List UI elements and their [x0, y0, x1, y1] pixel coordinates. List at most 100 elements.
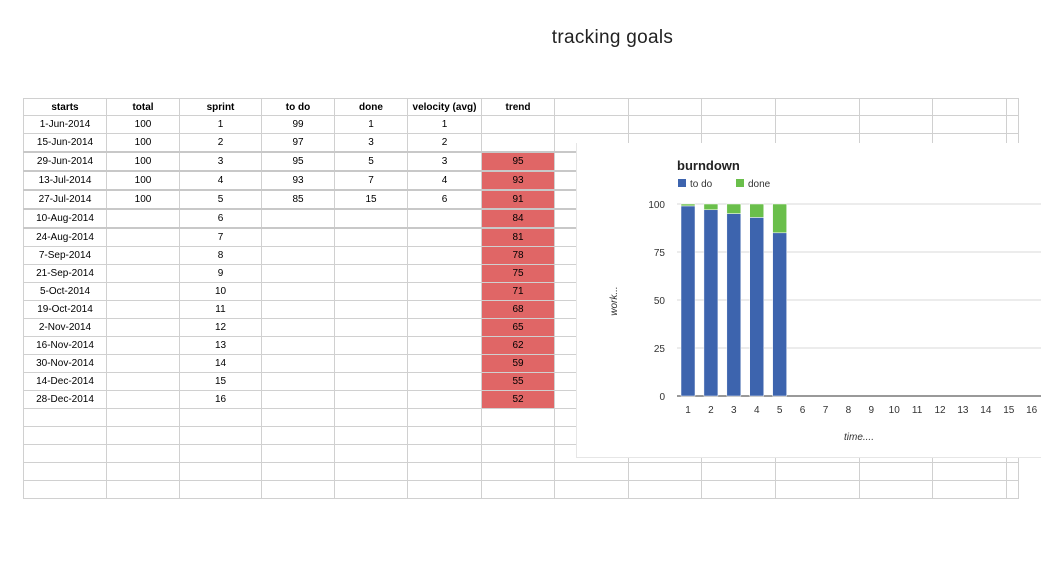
cell-starts[interactable]: 28-Dec-2014 — [23, 390, 107, 409]
cell-trend[interactable]: 75 — [481, 264, 555, 283]
bar-done[interactable] — [772, 203, 787, 234]
cell-sprint[interactable]: 6 — [179, 208, 262, 229]
cell-done[interactable] — [334, 208, 408, 229]
cell-todo[interactable] — [261, 336, 335, 355]
cell-sprint[interactable]: 5 — [179, 189, 262, 210]
bar-done[interactable] — [703, 203, 719, 211]
cell-trend[interactable]: 62 — [481, 336, 555, 355]
cell-starts[interactable]: 19-Oct-2014 — [23, 300, 107, 319]
cell-sprint[interactable]: 14 — [179, 354, 262, 373]
cell-velocity[interactable]: 4 — [407, 170, 482, 191]
empty-cell[interactable] — [407, 480, 482, 499]
cell-total[interactable]: 100 — [106, 115, 180, 134]
empty-cell[interactable] — [859, 115, 933, 134]
cell-trend[interactable]: 84 — [481, 208, 555, 229]
empty-cell[interactable] — [1006, 98, 1019, 116]
cell-velocity[interactable] — [407, 282, 482, 301]
cell-trend[interactable] — [481, 133, 555, 153]
empty-cell[interactable] — [1006, 480, 1019, 499]
empty-cell[interactable] — [334, 480, 408, 499]
empty-cell[interactable] — [106, 462, 180, 481]
empty-cell[interactable] — [261, 480, 335, 499]
cell-trend[interactable]: 93 — [481, 170, 555, 191]
cell-done[interactable] — [334, 318, 408, 337]
empty-cell[interactable] — [334, 426, 408, 445]
cell-sprint[interactable]: 7 — [179, 227, 262, 247]
cell-total[interactable] — [106, 354, 180, 373]
cell-done[interactable] — [334, 336, 408, 355]
empty-cell[interactable] — [261, 444, 335, 463]
bar-done[interactable] — [726, 203, 742, 214]
bar-todo[interactable] — [726, 213, 742, 397]
empty-cell[interactable] — [932, 115, 1007, 134]
empty-cell[interactable] — [859, 462, 933, 481]
cell-total[interactable] — [106, 227, 180, 247]
header-done[interactable]: done — [334, 98, 408, 116]
cell-sprint[interactable]: 16 — [179, 390, 262, 409]
empty-cell[interactable] — [179, 426, 262, 445]
cell-total[interactable]: 100 — [106, 151, 180, 172]
bar-todo[interactable] — [703, 209, 719, 397]
empty-cell[interactable] — [628, 115, 702, 134]
cell-total[interactable] — [106, 372, 180, 391]
header-to-do[interactable]: to do — [261, 98, 335, 116]
cell-done[interactable]: 5 — [334, 151, 408, 172]
empty-cell[interactable] — [481, 480, 555, 499]
empty-cell[interactable] — [1006, 115, 1019, 134]
cell-todo[interactable] — [261, 354, 335, 373]
legend-label-done[interactable]: done — [748, 179, 771, 190]
empty-cell[interactable] — [334, 444, 408, 463]
cell-starts[interactable]: 7-Sep-2014 — [23, 246, 107, 265]
cell-total[interactable]: 100 — [106, 170, 180, 191]
cell-total[interactable] — [106, 208, 180, 229]
cell-done[interactable] — [334, 264, 408, 283]
empty-cell[interactable] — [628, 462, 702, 481]
legend-label-todo[interactable]: to do — [690, 179, 713, 190]
cell-done[interactable] — [334, 282, 408, 301]
cell-total[interactable] — [106, 282, 180, 301]
empty-cell[interactable] — [775, 98, 860, 116]
cell-starts[interactable]: 1-Jun-2014 — [23, 115, 107, 134]
empty-cell[interactable] — [407, 408, 482, 427]
cell-trend[interactable]: 55 — [481, 372, 555, 391]
cell-starts[interactable]: 30-Nov-2014 — [23, 354, 107, 373]
empty-cell[interactable] — [261, 408, 335, 427]
cell-velocity[interactable]: 1 — [407, 115, 482, 134]
empty-cell[interactable] — [23, 462, 107, 481]
cell-sprint[interactable]: 8 — [179, 246, 262, 265]
cell-done[interactable] — [334, 246, 408, 265]
empty-cell[interactable] — [179, 462, 262, 481]
cell-total[interactable] — [106, 336, 180, 355]
empty-cell[interactable] — [481, 462, 555, 481]
empty-cell[interactable] — [859, 98, 933, 116]
cell-velocity[interactable] — [407, 390, 482, 409]
cell-todo[interactable]: 85 — [261, 189, 335, 210]
cell-trend[interactable] — [481, 115, 555, 134]
empty-cell[interactable] — [554, 115, 629, 134]
cell-starts[interactable]: 21-Sep-2014 — [23, 264, 107, 283]
burndown-chart[interactable]: burndown to do done work... time.... 0 25… — [576, 143, 1041, 458]
cell-done[interactable] — [334, 300, 408, 319]
empty-cell[interactable] — [1006, 462, 1019, 481]
cell-todo[interactable] — [261, 318, 335, 337]
header-velocity[interactable]: velocity (avg) — [407, 98, 482, 116]
cell-velocity[interactable] — [407, 246, 482, 265]
cell-trend[interactable]: 65 — [481, 318, 555, 337]
empty-cell[interactable] — [628, 98, 702, 116]
empty-cell[interactable] — [775, 480, 860, 499]
cell-done[interactable]: 15 — [334, 189, 408, 210]
bar-todo[interactable] — [680, 205, 696, 397]
cell-velocity[interactable] — [407, 336, 482, 355]
cell-velocity[interactable]: 2 — [407, 133, 482, 153]
empty-cell[interactable] — [628, 480, 702, 499]
empty-cell[interactable] — [261, 426, 335, 445]
cell-starts[interactable]: 15-Jun-2014 — [23, 133, 107, 153]
empty-cell[interactable] — [106, 444, 180, 463]
empty-cell[interactable] — [23, 480, 107, 499]
empty-cell[interactable] — [932, 98, 1007, 116]
cell-total[interactable] — [106, 300, 180, 319]
empty-cell[interactable] — [261, 462, 335, 481]
cell-sprint[interactable]: 12 — [179, 318, 262, 337]
cell-velocity[interactable]: 3 — [407, 151, 482, 172]
empty-cell[interactable] — [334, 462, 408, 481]
